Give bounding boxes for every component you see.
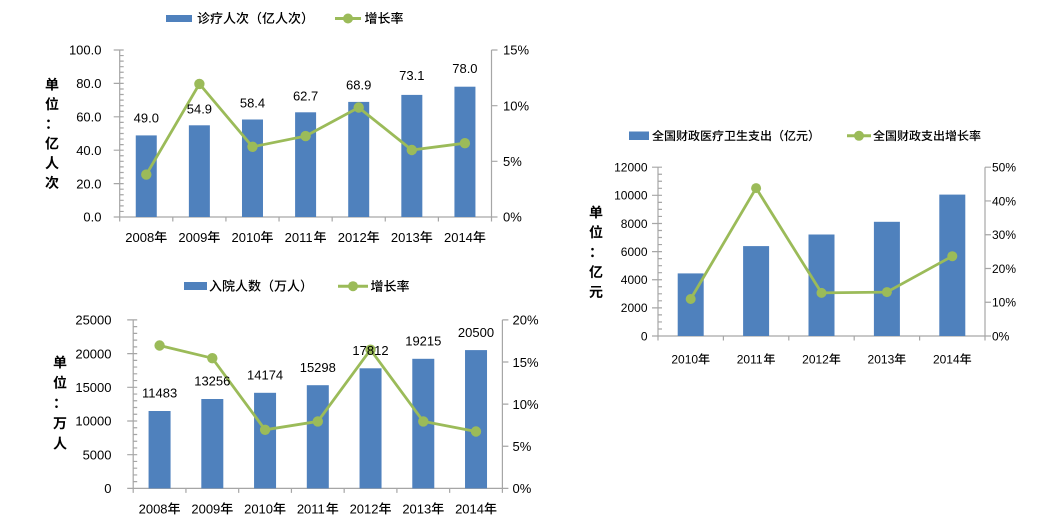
svg-text:2010: 2010 (232, 230, 261, 245)
svg-text:14174: 14174 (247, 368, 283, 383)
svg-text:15%: 15% (503, 43, 529, 58)
svg-text:19215: 19215 (405, 334, 441, 349)
svg-text:80.0: 80.0 (76, 76, 101, 91)
svg-text:10%: 10% (513, 397, 539, 412)
svg-text:68.9: 68.9 (346, 78, 371, 93)
svg-text:54.9: 54.9 (187, 101, 212, 116)
svg-text:5%: 5% (513, 439, 532, 454)
svg-text:10%: 10% (992, 296, 1016, 310)
svg-text:2013: 2013 (391, 230, 420, 245)
svg-text:2008: 2008 (125, 230, 154, 245)
svg-text:30%: 30% (992, 228, 1016, 242)
svg-text:8000: 8000 (621, 217, 648, 231)
svg-text:10000: 10000 (75, 414, 111, 429)
svg-text:20500: 20500 (458, 325, 494, 340)
svg-text:2009: 2009 (191, 501, 220, 516)
svg-text:20000: 20000 (75, 346, 111, 361)
svg-text:40%: 40% (992, 194, 1016, 208)
svg-text:0: 0 (104, 481, 111, 496)
svg-text:2014: 2014 (455, 501, 484, 516)
svg-text:2008: 2008 (139, 501, 168, 516)
svg-text:2011: 2011 (285, 230, 313, 245)
svg-text:13256: 13256 (194, 374, 230, 389)
svg-text:10000: 10000 (614, 189, 648, 203)
svg-text:50%: 50% (992, 161, 1016, 175)
svg-text:100.0: 100.0 (69, 43, 102, 58)
svg-text:11483: 11483 (142, 386, 177, 401)
svg-text:0%: 0% (992, 329, 1010, 343)
svg-text:2014: 2014 (444, 230, 473, 245)
svg-text:62.7: 62.7 (293, 89, 318, 104)
svg-text:0: 0 (641, 329, 648, 343)
svg-text:2012: 2012 (802, 352, 829, 366)
svg-text:2011: 2011 (737, 352, 763, 366)
svg-text:15000: 15000 (75, 380, 111, 395)
svg-text:2010: 2010 (671, 352, 698, 366)
svg-text:40.0: 40.0 (76, 143, 101, 158)
svg-text:12000: 12000 (614, 161, 648, 175)
svg-text:17812: 17812 (352, 343, 388, 358)
svg-text:2011: 2011 (297, 501, 325, 516)
svg-text:5000: 5000 (83, 447, 112, 462)
svg-text:49.0: 49.0 (134, 110, 159, 125)
svg-text:15%: 15% (513, 355, 539, 370)
svg-text:2000: 2000 (621, 301, 648, 315)
svg-text:60.0: 60.0 (76, 110, 101, 125)
svg-text:0%: 0% (513, 481, 532, 496)
svg-text:2013: 2013 (868, 352, 895, 366)
svg-text:6000: 6000 (621, 245, 648, 259)
svg-text:2014: 2014 (933, 352, 960, 366)
svg-text:2013: 2013 (402, 501, 431, 516)
svg-text:2012: 2012 (350, 501, 379, 516)
svg-text:10%: 10% (503, 98, 529, 113)
svg-text:0%: 0% (503, 210, 522, 225)
svg-text:25000: 25000 (75, 313, 111, 328)
svg-text:2009: 2009 (178, 230, 207, 245)
svg-text:2012: 2012 (338, 230, 367, 245)
svg-text:58.4: 58.4 (240, 95, 265, 110)
svg-text:20%: 20% (513, 313, 539, 328)
svg-text:20%: 20% (992, 262, 1016, 276)
svg-text:15298: 15298 (300, 360, 336, 375)
svg-text:78.0: 78.0 (452, 61, 477, 76)
svg-text:5%: 5% (503, 154, 522, 169)
svg-text:20.0: 20.0 (76, 176, 101, 191)
svg-text:73.1: 73.1 (399, 68, 424, 83)
svg-text:4000: 4000 (621, 273, 648, 287)
svg-text:0.0: 0.0 (83, 210, 101, 225)
svg-text:2010: 2010 (244, 501, 273, 516)
